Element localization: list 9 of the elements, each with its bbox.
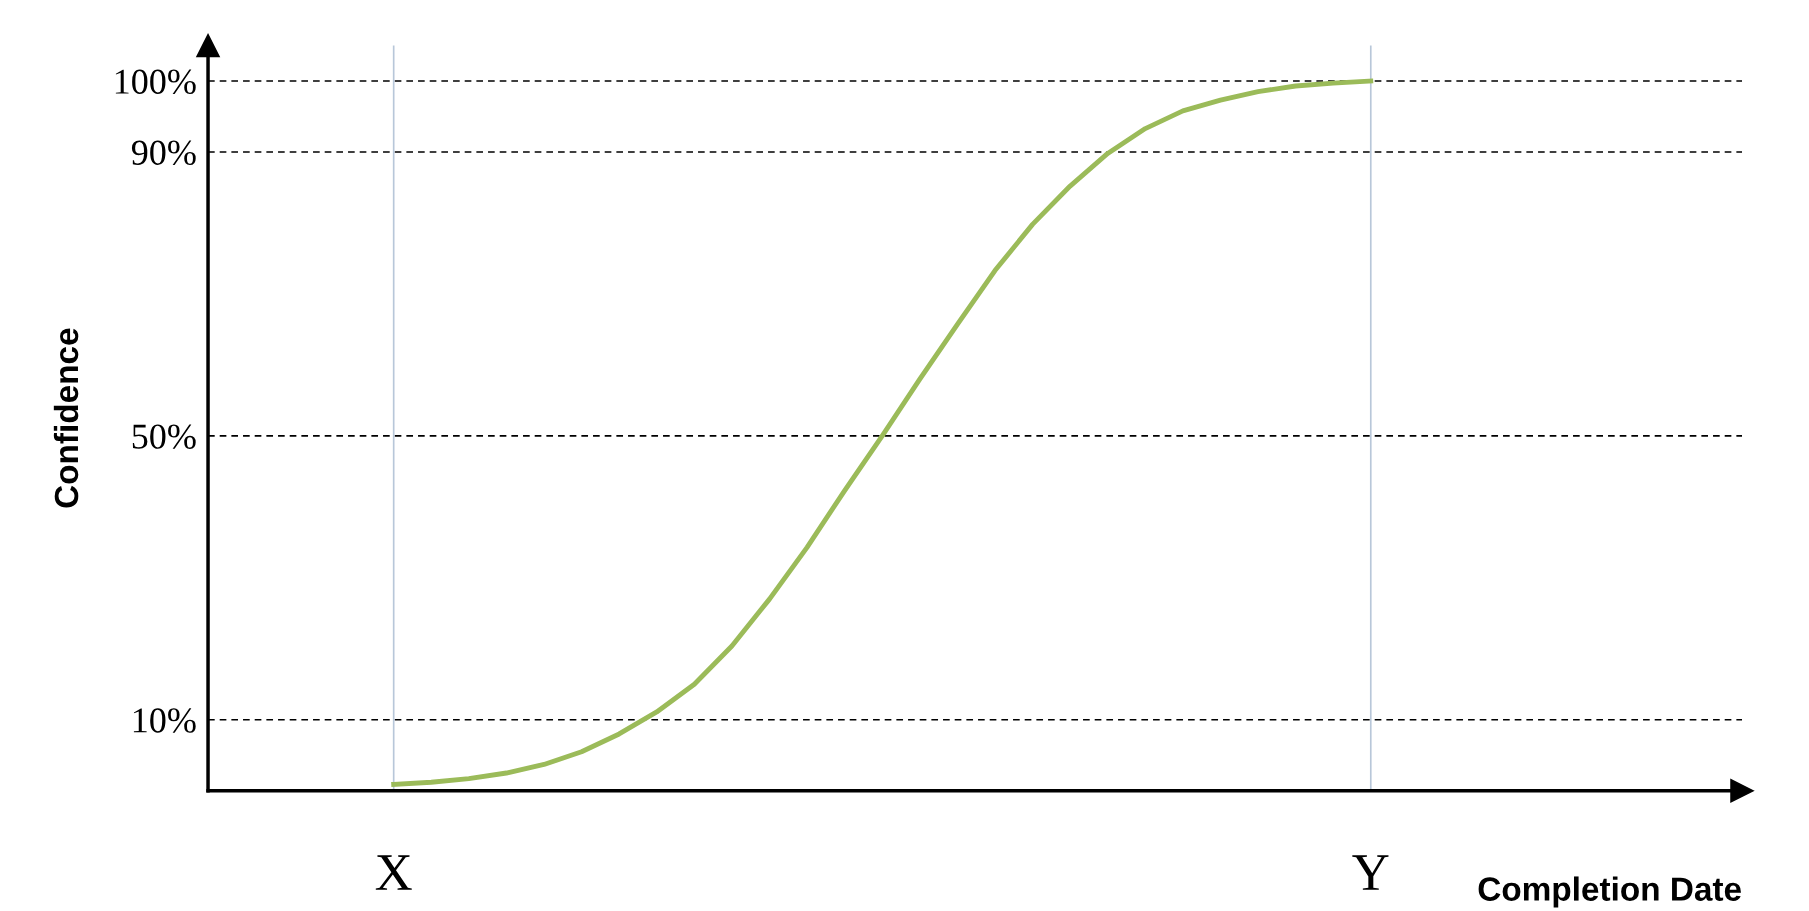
x-tick-label: X [375, 855, 412, 890]
x-tick-label: Y [1352, 855, 1389, 890]
y-tick-label: 10% [133, 708, 196, 733]
y-tick-label: 90% [131, 140, 196, 166]
line-series [391, 78, 1374, 787]
y-tick-label: 100% [115, 69, 196, 95]
x-axis-title: Completion Date [1478, 876, 1741, 908]
y-tick-label: 50% [132, 424, 196, 449]
y-axis-title: Confidence [53, 328, 79, 508]
